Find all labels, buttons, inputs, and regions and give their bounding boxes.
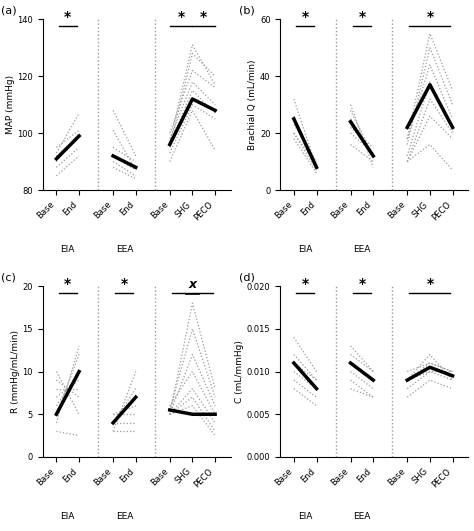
Text: *: * xyxy=(64,10,71,24)
Text: (c): (c) xyxy=(1,273,16,282)
Text: (a): (a) xyxy=(1,6,17,16)
Text: *: * xyxy=(426,10,433,24)
Text: *: * xyxy=(301,10,309,24)
Text: *: * xyxy=(200,10,207,24)
Text: *: * xyxy=(301,277,309,291)
Text: *: * xyxy=(426,277,433,291)
Text: EEA: EEA xyxy=(116,245,133,254)
Text: *: * xyxy=(358,277,365,291)
Text: EIA: EIA xyxy=(298,245,312,254)
Text: *: * xyxy=(121,277,128,291)
Text: EIA: EIA xyxy=(298,512,312,520)
Text: (b): (b) xyxy=(239,6,255,16)
Text: EEA: EEA xyxy=(116,512,133,520)
Text: x: x xyxy=(188,278,197,291)
Text: EEA: EEA xyxy=(353,245,371,254)
Text: EIA: EIA xyxy=(61,245,75,254)
Text: EEA: EEA xyxy=(353,512,371,520)
Text: *: * xyxy=(178,10,185,24)
Text: *: * xyxy=(64,277,71,291)
Y-axis label: MAP (mmHg): MAP (mmHg) xyxy=(6,75,15,134)
Text: *: * xyxy=(358,10,365,24)
Y-axis label: C (mL/mmHg): C (mL/mmHg) xyxy=(235,340,244,403)
Y-axis label: R (mmHg/mL/min): R (mmHg/mL/min) xyxy=(11,330,20,413)
Text: (d): (d) xyxy=(239,273,255,282)
Text: EIA: EIA xyxy=(61,512,75,520)
Y-axis label: Brachial Q (mL/min): Brachial Q (mL/min) xyxy=(248,59,257,150)
